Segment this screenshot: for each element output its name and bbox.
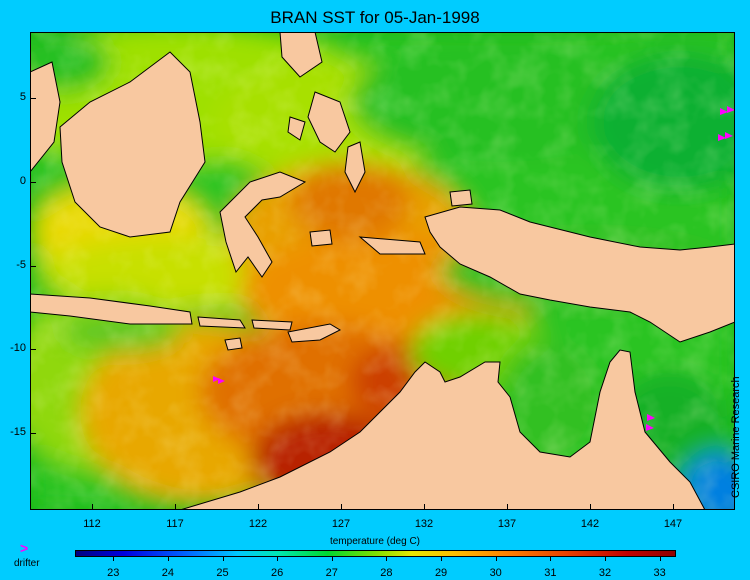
colorbar-tick-mark <box>332 557 333 561</box>
y-tick-mark <box>30 182 36 183</box>
colorbar-tick-label: 23 <box>107 567 120 579</box>
colorbar-tick-mark <box>660 557 661 561</box>
y-tick-label: -5 <box>16 259 26 271</box>
colorbar-tick-label: 28 <box>380 567 393 579</box>
colorbar-tick-label: 30 <box>489 567 502 579</box>
x-tick-mark <box>341 504 342 510</box>
colorbar-tick-mark <box>550 557 551 561</box>
drifter-legend-symbol: > <box>20 540 29 556</box>
colorbar-tick-label: 25 <box>216 567 229 579</box>
colorbar-tick-mark <box>223 557 224 561</box>
y-tick-mark <box>30 349 36 350</box>
x-tick-mark <box>175 504 176 510</box>
colorbar-tick-label: 24 <box>161 567 174 579</box>
x-tick-label: 147 <box>663 518 683 530</box>
x-tick-mark <box>92 504 93 510</box>
colorbar-tick-label: 29 <box>434 567 448 579</box>
colorbar-tick-label: 27 <box>325 567 338 579</box>
colorbar-tick-label: 31 <box>544 567 557 579</box>
colorbar-title: temperature (deg C) <box>329 536 421 547</box>
x-tick-label: 117 <box>166 518 184 530</box>
x-tick-label: 142 <box>580 518 600 530</box>
colorbar-tick-mark <box>496 557 497 561</box>
y-tick-mark <box>30 266 36 267</box>
sst-map <box>30 32 735 510</box>
x-tick-mark <box>507 504 508 510</box>
y-tick-label: 5 <box>19 91 26 103</box>
colorbar-tick-label: 26 <box>271 567 284 579</box>
credit-text: CSIRO Marine Research <box>730 376 742 498</box>
colorbar-tick-mark <box>441 557 442 561</box>
y-tick-mark <box>30 433 36 434</box>
drifter-legend-label: drifter <box>14 558 40 569</box>
colorbar-tick-mark <box>168 557 169 561</box>
x-tick-mark <box>673 504 674 510</box>
colorbar-tick-mark <box>605 557 606 561</box>
y-tick-label: -10 <box>10 342 26 354</box>
colorbar-tick-mark <box>386 557 387 561</box>
sst-map-svg <box>30 32 735 510</box>
x-tick-mark <box>258 504 259 510</box>
x-tick-label: 127 <box>331 518 351 530</box>
y-tick-label: -15 <box>10 426 26 438</box>
colorbar-tick-label: 33 <box>653 567 666 579</box>
landmasses <box>30 32 735 510</box>
x-tick-mark <box>424 504 425 510</box>
x-tick-label: 122 <box>248 518 268 530</box>
colorbar-tick-mark <box>113 557 114 561</box>
y-tick-label: 0 <box>19 175 26 187</box>
map-title: BRAN SST for 05-Jan-1998 <box>270 8 480 27</box>
colorbar-tick-label: 32 <box>598 567 612 579</box>
x-tick-mark <box>590 504 591 510</box>
colorbar <box>75 550 676 557</box>
x-tick-label: 137 <box>497 518 517 530</box>
x-tick-label: 132 <box>414 518 434 530</box>
x-tick-label: 112 <box>83 518 101 530</box>
y-tick-mark <box>30 98 36 99</box>
drifters <box>213 106 735 431</box>
colorbar-tick-mark <box>277 557 278 561</box>
